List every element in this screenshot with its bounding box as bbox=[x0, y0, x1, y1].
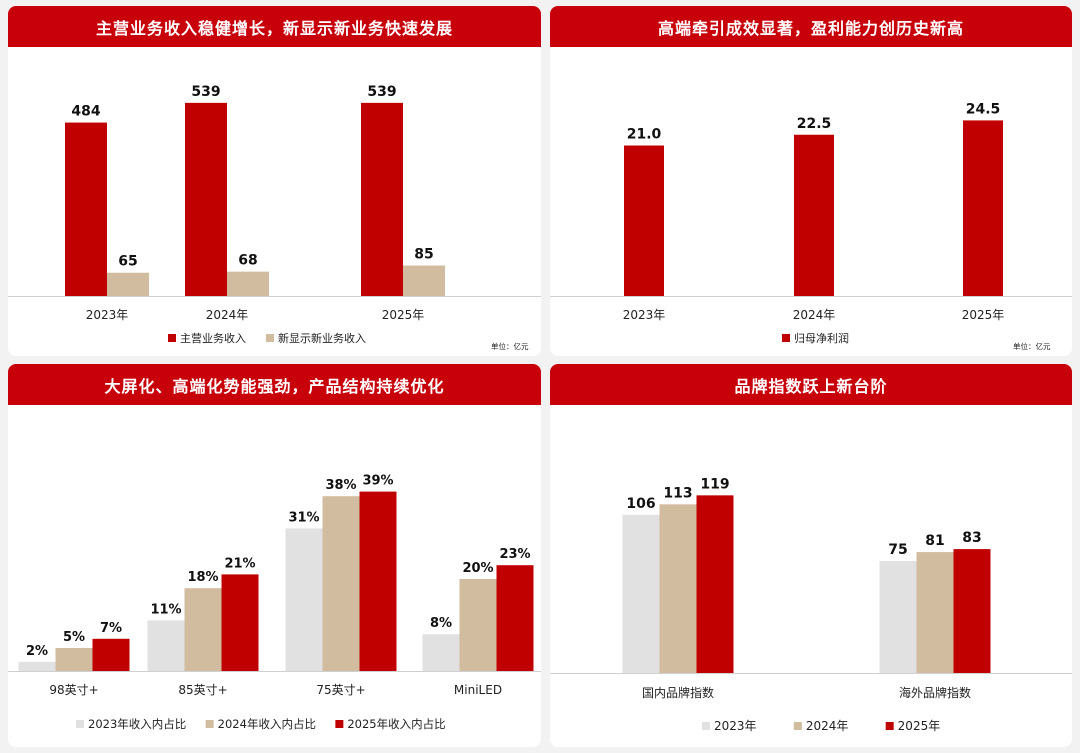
bar-value-label: 119 bbox=[700, 476, 729, 492]
legend-entry: 2025年收入内占比 bbox=[347, 717, 445, 731]
panel-main-revenue: 主营业务收入稳健增长，新显示新业务快速发展 484 65 2023年 539 68 202… bbox=[8, 6, 541, 356]
legend-swatch bbox=[702, 722, 710, 730]
bar-value-label: 81 bbox=[925, 533, 944, 549]
legend-entry: 2023年收入内占比 bbox=[88, 717, 186, 731]
chart-title: 高端牵引成效显著，盈利能力创历史新高 bbox=[550, 6, 1072, 47]
bar bbox=[696, 495, 734, 673]
bar bbox=[107, 272, 149, 296]
chart-title: 品牌指数跃上新台阶 bbox=[550, 364, 1072, 405]
category-label: MiniLED bbox=[454, 683, 502, 697]
bar-value-label: 106 bbox=[626, 496, 655, 512]
bar bbox=[459, 579, 497, 671]
category-label: 海外品牌指数 bbox=[899, 685, 971, 700]
bar-value-label: 5% bbox=[63, 630, 85, 645]
legend-entry: 2024年 bbox=[806, 719, 849, 733]
bar bbox=[496, 565, 534, 671]
legend-swatch bbox=[782, 334, 790, 342]
bar-value-label: 85 bbox=[414, 247, 433, 263]
category-label: 2024年 bbox=[793, 308, 836, 322]
legend-swatch bbox=[335, 720, 344, 728]
bar bbox=[18, 661, 56, 671]
category-label: 国内品牌指数 bbox=[642, 685, 714, 700]
bar-value-label: 65 bbox=[118, 254, 137, 270]
chart-brand-index: 106 113 119 国内品牌指数 75 81 83 海外品牌指数 2023年 2024年 202… bbox=[550, 476, 1072, 733]
bar bbox=[953, 549, 991, 673]
bar-value-label: 113 bbox=[663, 485, 692, 501]
bar-value-label: 75 bbox=[888, 542, 907, 558]
legend-swatch bbox=[168, 334, 176, 342]
legend-entry: 2023年 bbox=[714, 719, 757, 733]
bar bbox=[227, 271, 269, 296]
bar-value-label: 68 bbox=[238, 253, 257, 269]
bar bbox=[147, 620, 185, 671]
bar-value-label: 24.5 bbox=[966, 101, 1001, 117]
legend-entry: 2024年收入内占比 bbox=[218, 717, 316, 731]
bar-value-label: 31% bbox=[288, 510, 319, 525]
bar-value-label: 7% bbox=[100, 621, 122, 636]
chart-product-structure: 2% 5% 7% 98英寸+ 11% 18% 21% 85英寸+ 31% 38% 39% 75英寸+ 8… bbox=[8, 474, 541, 731]
bar bbox=[65, 122, 107, 296]
legend-swatch bbox=[205, 720, 214, 728]
bar bbox=[285, 528, 323, 671]
bar-value-label: 18% bbox=[187, 570, 218, 585]
legend-swatch bbox=[76, 720, 84, 728]
bar bbox=[55, 648, 93, 671]
bar-value-label: 38% bbox=[325, 478, 356, 493]
bar bbox=[879, 561, 917, 673]
legend-swatch bbox=[266, 334, 274, 342]
unit-note: 单位：亿元 bbox=[1013, 341, 1051, 351]
panel-product-structure: 大屏化、高端化势能强劲，产品结构持续优化 2% 5% 7% 98英寸+ 11% 18% 21… bbox=[8, 364, 541, 747]
bar bbox=[659, 504, 697, 673]
bar bbox=[422, 634, 460, 671]
bar-value-label: 539 bbox=[367, 84, 396, 100]
category-label: 2025年 bbox=[962, 308, 1005, 322]
category-label: 2025年 bbox=[382, 308, 425, 322]
bar-value-label: 539 bbox=[191, 84, 220, 100]
legend-swatch bbox=[885, 722, 894, 730]
bar-value-label: 83 bbox=[962, 530, 981, 546]
bar bbox=[624, 145, 664, 296]
category-label: 2023年 bbox=[623, 308, 666, 322]
panel-brand-index: 品牌指数跃上新台阶 106 113 119 国内品牌指数 75 81 83 海外品牌指数 202… bbox=[550, 364, 1072, 747]
bar bbox=[963, 120, 1003, 297]
bar bbox=[622, 514, 660, 673]
bar-value-label: 23% bbox=[499, 547, 530, 562]
bar-value-label: 21% bbox=[224, 556, 255, 571]
chart-title: 大屏化、高端化势能强劲，产品结构持续优化 bbox=[8, 364, 541, 405]
bar bbox=[359, 491, 397, 671]
bar bbox=[185, 102, 227, 296]
legend-entry: 2025年 bbox=[898, 719, 941, 733]
bar-value-label: 8% bbox=[430, 616, 452, 631]
category-label: 2024年 bbox=[206, 308, 249, 322]
unit-note: 单位：亿元 bbox=[491, 341, 529, 351]
bar-value-label: 39% bbox=[362, 474, 393, 489]
bar bbox=[403, 265, 445, 296]
bar bbox=[92, 638, 130, 671]
bar-value-label: 20% bbox=[462, 561, 493, 576]
category-label: 75英寸+ bbox=[316, 683, 365, 697]
panel-net-profit: 高端牵引成效显著，盈利能力创历史新高 21.0 2023年 22.5 2024年 24.… bbox=[550, 6, 1072, 356]
bar-value-label: 484 bbox=[71, 104, 100, 120]
category-label: 85英寸+ bbox=[178, 683, 227, 697]
category-label: 98英寸+ bbox=[49, 683, 98, 697]
bar-value-label: 11% bbox=[150, 602, 181, 617]
legend-entry: 主营业务收入 bbox=[180, 331, 246, 345]
bar-value-label: 21.0 bbox=[627, 127, 662, 143]
bar-value-label: 2% bbox=[26, 644, 48, 659]
bar-value-label: 22.5 bbox=[797, 116, 832, 132]
chart-title: 主营业务收入稳健增长，新显示新业务快速发展 bbox=[8, 6, 541, 47]
bar bbox=[916, 552, 954, 673]
bar bbox=[221, 574, 259, 671]
bar bbox=[184, 588, 222, 671]
legend-entry: 新显示新业务收入 bbox=[278, 331, 366, 345]
legend-swatch bbox=[793, 722, 802, 730]
category-label: 2023年 bbox=[86, 308, 129, 322]
bar bbox=[794, 134, 834, 296]
bar bbox=[361, 102, 403, 296]
bar bbox=[322, 496, 360, 671]
legend-entry: 归母净利润 bbox=[794, 331, 849, 345]
